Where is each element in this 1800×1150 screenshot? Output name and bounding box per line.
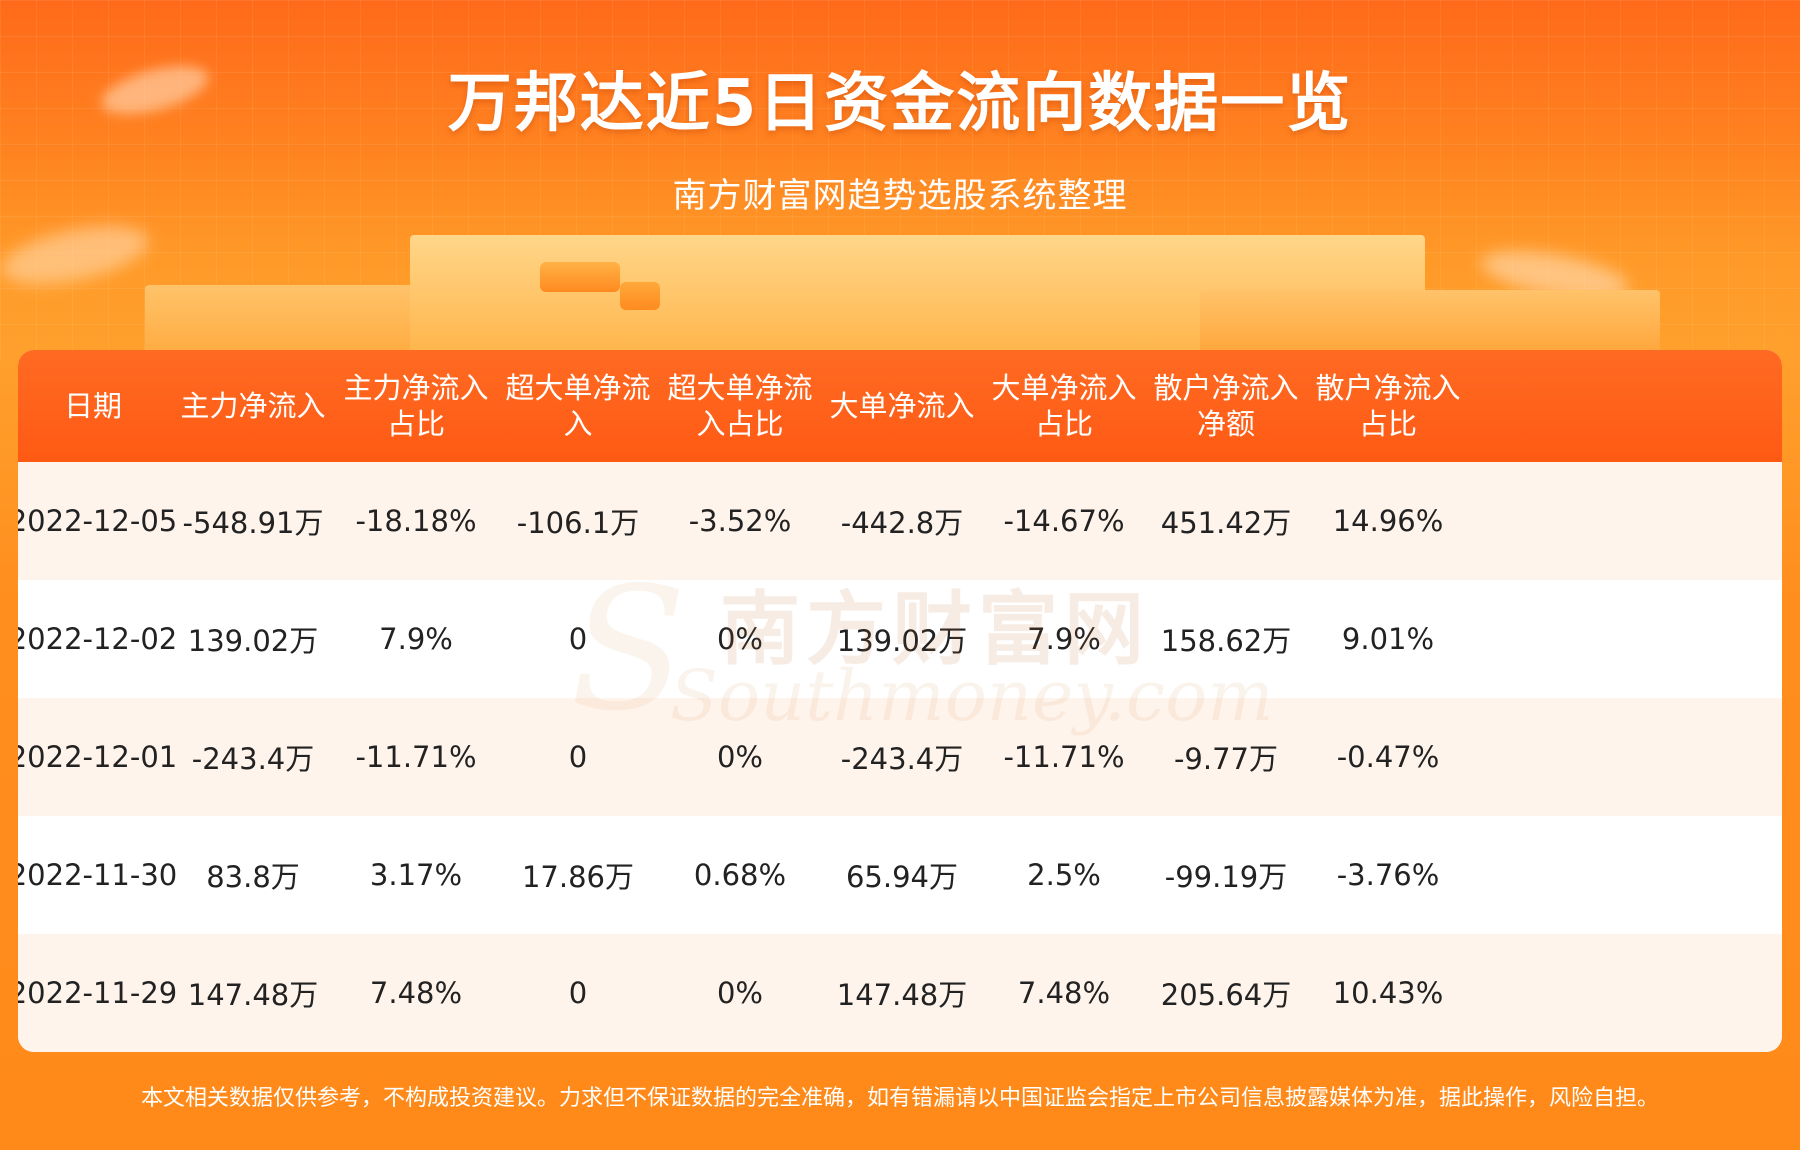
table-cell-xl-ratio: 0% — [716, 740, 763, 774]
table-row: 2022-11-29 147.48万 7.48% 0 0% 147.48万 7.48% 205… — [18, 934, 1782, 1052]
table-cell-main-ratio: -18.18% — [355, 504, 477, 538]
table-cell-large-inflow: 65.94万 — [845, 860, 959, 894]
column-header-line: 散户净流入 — [1153, 371, 1299, 405]
table-cell-large-ratio: -14.67% — [1003, 504, 1125, 538]
table-cell-large-inflow: -243.4万 — [840, 742, 964, 776]
table-cell-date: 2022-11-30 — [18, 858, 178, 892]
table-cell-date: 2022-11-29 — [18, 976, 178, 1010]
table-cell-retail-ratio: -0.47% — [1336, 740, 1440, 774]
table-cell-xl-inflow: 0 — [568, 976, 588, 1010]
table-cell-main-ratio: 7.9% — [379, 622, 453, 656]
column-header-line: 大单净流入 — [829, 389, 975, 423]
table-cell-retail-ratio: -3.76% — [1336, 858, 1440, 892]
column-header-line: 净额 — [1196, 407, 1255, 441]
table-cell-retail-inflow: 205.64万 — [1160, 978, 1292, 1012]
table-cell-main-inflow: -548.91万 — [182, 506, 324, 540]
table-cell-xl-inflow: -106.1万 — [516, 506, 640, 540]
column-header-large-inflow: 大单净流入 — [817, 350, 987, 462]
table-cell-large-inflow: 147.48万 — [836, 978, 968, 1012]
table-cell-date: 2022-12-02 — [18, 622, 178, 656]
decor-block — [620, 282, 660, 310]
page-subtitle: 南方财富网趋势选股系统整理 — [672, 176, 1128, 216]
disclaimer: 本文相关数据仅供参考，不构成投资建议。力求但不保证数据的完全准确，如有错漏请以中… — [140, 1086, 1659, 1111]
table-cell-xl-inflow: 17.86万 — [521, 860, 635, 894]
column-header-line: 占比 — [386, 407, 445, 441]
table-cell-xl-ratio: 0.68% — [693, 858, 787, 892]
column-header-large-ratio: 大单净流入 占比 — [979, 350, 1149, 462]
table-cell-large-ratio: -11.71% — [1003, 740, 1125, 774]
column-header-line: 大单净流入 — [991, 371, 1137, 405]
table-cell-main-inflow: 83.8万 — [206, 860, 300, 894]
column-header-date: 日期 — [18, 350, 178, 462]
table-row: 2022-12-05 -548.91万 -18.18% -106.1万 -3.52% -4… — [18, 462, 1782, 580]
column-header-xl-ratio: 超大单净流 入占比 — [655, 350, 825, 462]
column-header-retail-ratio: 散户净流入 占比 — [1303, 350, 1473, 462]
table-cell-large-inflow: -442.8万 — [840, 506, 964, 540]
column-header-xl-inflow: 超大单净流入 — [493, 350, 663, 462]
table-row: 2022-11-30 83.8万 3.17% 17.86万 0.68% 65.94万 2.5… — [18, 816, 1782, 934]
column-header-line: 超大单净流 — [505, 371, 651, 405]
column-header-line: 主力净流入 — [180, 389, 326, 423]
table-cell-large-ratio: 2.5% — [1027, 858, 1101, 892]
table-row: 2022-12-02 139.02万 7.9% 0 0% 139.02万 7.9% 158.6… — [18, 580, 1782, 698]
table-cell-large-inflow: 139.02万 — [836, 624, 968, 658]
column-header-line: 超大单净流 — [667, 371, 813, 405]
table-cell-xl-inflow: 0 — [568, 740, 588, 774]
table-cell-main-inflow: 139.02万 — [187, 624, 319, 658]
page-title: 万邦达近5日资金流向数据一览 — [447, 67, 1353, 141]
table-cell-large-ratio: 7.48% — [1017, 976, 1111, 1010]
column-header-retail-inflow: 散户净流入 净额 — [1141, 350, 1311, 462]
table-row: 2022-12-01 -243.4万 -11.71% 0 0% -243.4万 -11.71… — [18, 698, 1782, 816]
table-header: 日期 主力净流入 主力净流入 占比 超大单净流入超大单净流 入占比 大单净流入 大单净流入 占比… — [18, 350, 1782, 462]
column-header-line: 散户净流入 — [1315, 371, 1461, 405]
table-cell-xl-inflow: 0 — [568, 622, 588, 656]
table-cell-retail-ratio: 9.01% — [1341, 622, 1435, 656]
table-cell-large-ratio: 7.9% — [1027, 622, 1101, 656]
table-cell-main-inflow: 147.48万 — [187, 978, 319, 1012]
table-cell-retail-inflow: -9.77万 — [1173, 742, 1279, 776]
table-cell-retail-inflow: -99.19万 — [1164, 860, 1288, 894]
table-cell-retail-ratio: 10.43% — [1332, 976, 1444, 1010]
column-header-line: 占比 — [1358, 407, 1417, 441]
table-cell-retail-inflow: 158.62万 — [1160, 624, 1292, 658]
decor-block — [540, 262, 620, 292]
data-table: 日期 主力净流入 主力净流入 占比 超大单净流入超大单净流 入占比 大单净流入 大单净流入 占比… — [18, 350, 1782, 1052]
table-cell-main-ratio: -11.71% — [355, 740, 477, 774]
column-header-main-ratio: 主力净流入 占比 — [331, 350, 501, 462]
column-header-line: 主力净流入 — [343, 371, 489, 405]
table-cell-date: 2022-12-01 — [18, 740, 178, 774]
column-header-line: 入 — [563, 407, 593, 441]
table-cell-main-ratio: 7.48% — [369, 976, 463, 1010]
column-header-line: 入占比 — [696, 407, 784, 441]
decor-block — [1200, 290, 1660, 355]
column-header-main-inflow: 主力净流入 — [168, 350, 338, 462]
column-header-line: 占比 — [1034, 407, 1093, 441]
column-header-line: 日期 — [63, 389, 122, 423]
table-cell-date: 2022-12-05 — [18, 504, 178, 538]
table-cell-xl-ratio: -3.52% — [688, 504, 792, 538]
table-cell-main-ratio: 3.17% — [369, 858, 463, 892]
table-cell-xl-ratio: 0% — [716, 976, 763, 1010]
table-cell-main-inflow: -243.4万 — [191, 742, 315, 776]
table-cell-retail-inflow: 451.42万 — [1160, 506, 1292, 540]
table-cell-xl-ratio: 0% — [716, 622, 763, 656]
table-cell-retail-ratio: 14.96% — [1332, 504, 1444, 538]
